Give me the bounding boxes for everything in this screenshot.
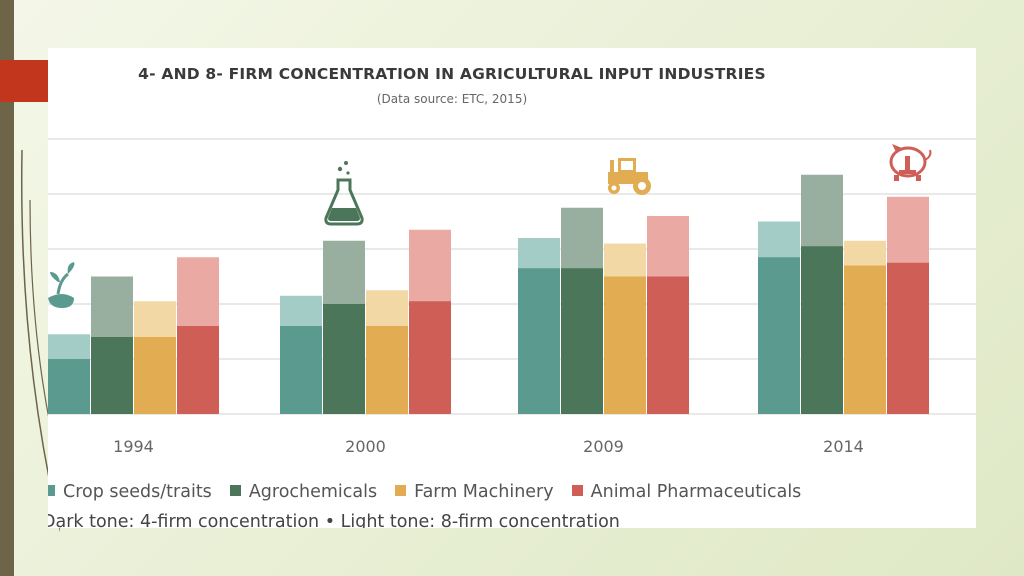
bar-4firm xyxy=(366,326,408,414)
flask-icon xyxy=(324,161,364,226)
legend-item: Animal Pharmaceuticals xyxy=(571,482,802,502)
chart-note: Dark tone: 4-firm concentration • Light … xyxy=(48,512,620,528)
bar-4firm xyxy=(604,276,646,414)
legend-item: Crop seeds/traits xyxy=(48,482,212,502)
legend-label: Agrochemicals xyxy=(248,482,378,502)
legend-label: Farm Machinery xyxy=(414,482,554,502)
x-tick-label: 1994 xyxy=(113,437,154,456)
chart-subtitle: (Data source: ETC, 2015) xyxy=(376,92,528,106)
legend-swatch xyxy=(395,485,407,496)
legend-label: Crop seeds/traits xyxy=(63,482,212,502)
x-axis-ticks: 1994 2000 2009 2014 xyxy=(113,437,864,456)
bar-4firm xyxy=(48,359,90,414)
legend-swatch xyxy=(571,485,583,496)
legend: Crop seeds/traits Agrochemicals Farm Machi… xyxy=(48,482,819,502)
bar-chart: 1994 2000 2009 2014 xyxy=(48,138,976,456)
legend-item: Farm Machinery xyxy=(395,482,554,502)
bar-4firm xyxy=(518,268,560,414)
bar-4firm xyxy=(561,268,603,414)
seedling-icon xyxy=(48,262,75,308)
tractor-icon xyxy=(608,158,651,195)
bar-4firm xyxy=(323,304,365,414)
bar-4firm xyxy=(801,246,843,414)
bar-4firm xyxy=(647,276,689,414)
pig-icon xyxy=(889,144,932,181)
bar-4firm xyxy=(887,262,929,414)
bar-4firm xyxy=(91,337,133,414)
bar-4firm xyxy=(177,326,219,414)
chart-title: 4- AND 8- FIRM CONCENTRATION IN AGRICULT… xyxy=(138,65,766,83)
legend-swatch xyxy=(229,485,241,496)
legend-item: Agrochemicals xyxy=(229,482,378,502)
bars xyxy=(48,174,929,414)
bar-4firm xyxy=(844,265,886,414)
x-tick-label: 2009 xyxy=(583,437,624,456)
chart-card: 4- AND 8- FIRM CONCENTRATION IN AGRICULT… xyxy=(48,48,976,528)
bar-4firm xyxy=(758,257,800,414)
bar-4firm xyxy=(134,337,176,414)
red-accent-tab xyxy=(0,60,48,102)
left-accent-bar xyxy=(0,0,14,576)
x-tick-label: 2000 xyxy=(345,437,386,456)
legend-swatch xyxy=(48,485,55,496)
x-tick-label: 2014 xyxy=(823,437,864,456)
bar-4firm xyxy=(409,301,451,414)
legend-label: Animal Pharmaceuticals xyxy=(590,482,802,502)
bar-4firm xyxy=(280,326,322,414)
